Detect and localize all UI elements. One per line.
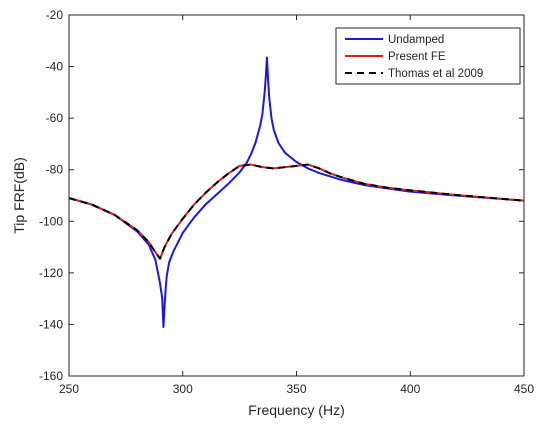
legend-label: Present FE	[388, 51, 446, 63]
legend-label: Thomas et al 2009	[388, 68, 483, 80]
y-tick-label: -140	[39, 317, 63, 331]
series-layer	[69, 56, 524, 329]
y-tick-label: -160	[39, 369, 63, 383]
y-tick-label: -120	[39, 266, 63, 280]
x-tick-label: 250	[59, 382, 79, 396]
ticks-layer: 250 300 350 400 450 -160 -140 -120 -100 -80 -60 -40…	[39, 8, 534, 396]
series-line-undamped	[69, 56, 524, 329]
x-tick-label: 450	[514, 382, 534, 396]
series-line-thomas-et-al-2009	[69, 163, 524, 260]
legend-label: Undamped	[388, 34, 444, 46]
y-tick-label: -60	[46, 111, 64, 125]
legend: Undamped Present FE Thomas et al 2009	[335, 27, 521, 85]
y-tick-label: -100	[39, 214, 63, 228]
y-tick-label: -80	[46, 163, 64, 177]
x-tick-label: 300	[173, 382, 193, 396]
x-tick-label: 350	[286, 382, 306, 396]
x-axis-label: Frequency (Hz)	[248, 402, 344, 418]
y-tick-label: -20	[46, 8, 64, 22]
x-tick-label: 400	[400, 382, 420, 396]
y-axis-label: Tip FRF(dB)	[11, 157, 27, 233]
y-tick-label: -40	[46, 60, 64, 74]
